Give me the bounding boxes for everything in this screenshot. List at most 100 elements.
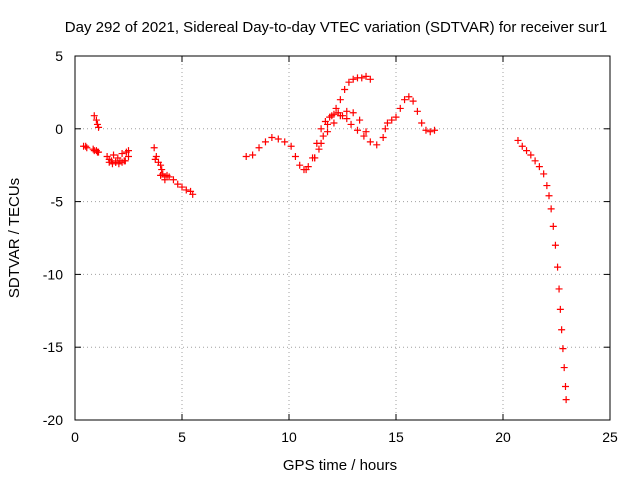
data-point xyxy=(381,125,389,133)
data-point xyxy=(274,135,282,143)
data-point xyxy=(110,151,118,159)
data-point xyxy=(559,345,567,353)
data-point xyxy=(182,186,190,194)
data-point xyxy=(426,128,434,136)
data-point xyxy=(158,166,166,174)
data-point xyxy=(255,144,263,152)
data-point xyxy=(362,128,370,136)
data-point xyxy=(118,150,126,158)
x-tick-label: 5 xyxy=(178,429,186,445)
data-point xyxy=(349,109,357,117)
x-tick-label: 10 xyxy=(281,429,297,445)
data-point xyxy=(261,138,269,146)
data-point xyxy=(431,126,439,134)
data-point xyxy=(319,132,327,140)
data-point xyxy=(358,74,366,82)
data-point xyxy=(317,125,325,133)
data-point xyxy=(554,263,562,271)
y-axis-label: SDTVAR / TECUs xyxy=(6,178,23,298)
data-point xyxy=(324,128,332,136)
data-point xyxy=(268,134,276,142)
x-tick-label: 20 xyxy=(495,429,511,445)
data-point xyxy=(409,97,417,105)
plot-frame xyxy=(74,55,611,421)
data-point xyxy=(328,112,336,120)
x-tick-label: 25 xyxy=(602,429,618,445)
data-point xyxy=(189,190,197,198)
data-point xyxy=(547,205,555,213)
data-point xyxy=(360,132,368,140)
y-tick-label: -20 xyxy=(43,412,63,428)
data-point xyxy=(379,134,387,142)
data-point xyxy=(324,120,332,128)
x-tick-label: 0 xyxy=(71,429,79,445)
data-point xyxy=(545,192,553,200)
data-point xyxy=(366,138,374,146)
data-point xyxy=(317,139,325,147)
data-point xyxy=(535,163,543,171)
data-point xyxy=(90,112,98,120)
data-point xyxy=(83,144,91,152)
data-point xyxy=(311,154,319,162)
data-point xyxy=(95,148,103,156)
data-point xyxy=(169,176,177,184)
data-point xyxy=(514,136,522,144)
data-point xyxy=(388,116,396,124)
data-point xyxy=(523,147,531,155)
data-point xyxy=(336,96,344,104)
data-point xyxy=(562,396,570,404)
data-point xyxy=(345,78,353,86)
data-point xyxy=(296,161,304,169)
data-point xyxy=(558,326,566,334)
data-point xyxy=(413,107,421,115)
data-point xyxy=(161,176,169,184)
data-point xyxy=(531,157,539,165)
data-point xyxy=(291,152,299,160)
data-point xyxy=(89,145,97,153)
data-point xyxy=(115,160,123,168)
data-point xyxy=(330,119,338,127)
data-point xyxy=(125,152,132,160)
data-point xyxy=(561,383,569,391)
data-point xyxy=(349,75,357,83)
data-point xyxy=(555,285,563,293)
data-point xyxy=(396,104,404,112)
y-tick-label: 5 xyxy=(55,48,63,64)
data-point xyxy=(343,115,351,123)
data-point xyxy=(157,171,165,179)
data-point xyxy=(178,183,186,191)
data-point xyxy=(405,93,413,101)
data-point xyxy=(92,116,100,124)
x-axis-label: GPS time / hours xyxy=(283,457,397,474)
data-point xyxy=(112,158,120,166)
data-point xyxy=(543,182,551,190)
data-point xyxy=(401,96,409,104)
x-tick-label: 15 xyxy=(388,429,404,445)
data-point xyxy=(518,142,526,150)
y-tick-label: -5 xyxy=(51,194,64,210)
data-point xyxy=(332,104,340,112)
data-point xyxy=(343,107,351,115)
chart-title: Day 292 of 2021, Sidereal Day-to-day VTE… xyxy=(65,19,607,36)
data-point xyxy=(418,119,426,127)
data-point xyxy=(174,180,182,188)
data-point xyxy=(366,75,374,83)
data-point xyxy=(151,155,159,163)
data-point xyxy=(353,126,361,134)
data-point xyxy=(165,173,173,181)
data-point xyxy=(336,112,344,120)
data-point xyxy=(315,145,323,153)
data-point xyxy=(150,144,158,152)
data-point xyxy=(118,158,126,166)
data-point xyxy=(549,222,557,230)
data-point xyxy=(527,151,535,159)
data-point xyxy=(302,166,310,174)
data-point xyxy=(105,158,113,166)
data-point xyxy=(281,138,289,146)
data-point xyxy=(347,120,355,128)
data-point xyxy=(373,141,381,149)
data-point xyxy=(242,152,250,160)
data-point xyxy=(392,113,400,121)
data-point xyxy=(82,142,90,150)
